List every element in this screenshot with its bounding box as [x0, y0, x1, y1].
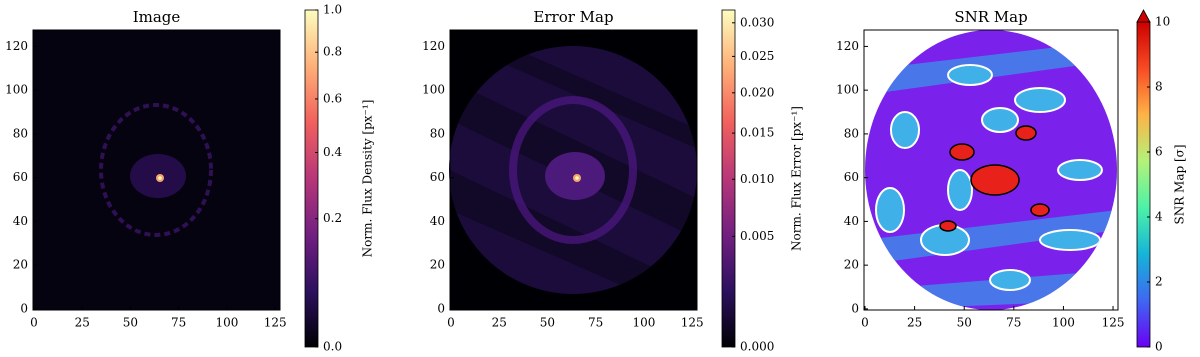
colorbar-tick-label: 10: [1155, 15, 1170, 29]
y-tick-label: 120: [5, 39, 28, 53]
x-tick-label: 125: [1102, 316, 1125, 330]
x-tick-label: 25: [75, 316, 90, 330]
panel-title: SNR Map: [954, 8, 1027, 26]
x-tick-label: 50: [957, 316, 972, 330]
x-tick-label: 0: [30, 316, 38, 330]
colorbar-tick-label: 0: [1155, 340, 1163, 354]
y-tick-label: 20: [844, 258, 859, 272]
axes-frame: [863, 29, 1119, 311]
y-tick-label: 60: [430, 170, 445, 184]
y-tick-label: 0: [851, 301, 859, 315]
y-tick-label: 100: [836, 83, 859, 97]
axes-frame: [32, 29, 281, 311]
y-tick-label: 20: [13, 258, 28, 272]
y-tick-label: 40: [844, 214, 859, 228]
colorbar-tick-label: 8: [1155, 80, 1163, 94]
colorbar-tick-label: 2: [1155, 275, 1163, 289]
axes-frame: [449, 29, 698, 311]
colorbar-tick-label: 0.015: [740, 126, 774, 140]
image-render: [449, 30, 697, 310]
y-tick-label: 60: [13, 170, 28, 184]
colorbar-tick-label: 0.6: [323, 91, 342, 105]
y-tick-label: 40: [430, 214, 445, 228]
colorbar: [721, 9, 736, 348]
y-tick-label: 20: [430, 258, 445, 272]
colorbar-tick-label: 0.030: [740, 15, 774, 29]
colorbar: [1136, 21, 1151, 348]
y-tick-label: 80: [844, 126, 859, 140]
x-tick-label: 25: [492, 316, 507, 330]
colorbar-tick-label: 0.4: [323, 145, 342, 159]
y-tick-label: 120: [836, 39, 859, 53]
y-tick-label: 80: [13, 126, 28, 140]
x-tick-label: 75: [171, 316, 186, 330]
y-tick-label: 60: [844, 170, 859, 184]
y-tick-label: 120: [422, 39, 445, 53]
colorbar-label: SNR Map [σ]: [1173, 144, 1187, 224]
colorbar-tick-label: 6: [1155, 145, 1163, 159]
colorbar-tick-label: 4: [1155, 210, 1163, 224]
colorbar-tick-label: 0.2: [323, 211, 342, 225]
x-tick-label: 125: [681, 316, 704, 330]
x-tick-label: 125: [264, 316, 287, 330]
colorbar-tick-label: 0.0: [323, 340, 342, 354]
y-tick-label: 100: [422, 83, 445, 97]
y-tick-label: 0: [437, 301, 445, 315]
colorbar-tick-label: 0.000: [740, 340, 774, 354]
y-tick-label: 0: [20, 301, 28, 315]
x-tick-label: 0: [447, 316, 455, 330]
x-tick-label: 100: [215, 316, 238, 330]
colorbar-label: Norm. Flux Error [px⁻¹]: [790, 106, 804, 251]
y-tick-label: 100: [5, 83, 28, 97]
x-tick-label: 75: [588, 316, 603, 330]
x-tick-label: 75: [1006, 316, 1021, 330]
x-tick-label: 50: [540, 316, 555, 330]
x-tick-label: 0: [861, 316, 869, 330]
colorbar-extend: [1136, 9, 1151, 23]
panel-title: Error Map: [533, 8, 613, 26]
colorbar-tick-label: 0.020: [740, 85, 774, 99]
image-render: [33, 30, 280, 310]
colorbar-tick-label: 0.025: [740, 49, 774, 63]
y-tick-label: 40: [13, 214, 28, 228]
colorbar-tick-label: 0.010: [740, 172, 774, 186]
x-tick-label: 50: [123, 316, 138, 330]
colorbar-tick-label: 0.005: [740, 229, 774, 243]
colorbar-tick-label: 1.0: [323, 3, 342, 17]
colorbar-tick-label: 0.8: [323, 45, 342, 59]
colorbar: [304, 9, 319, 348]
colorbar-label: Norm. Flux Density [px⁻¹]: [361, 100, 375, 258]
x-tick-label: 100: [1052, 316, 1075, 330]
panel-title: Image: [133, 8, 181, 26]
image-render: [864, 30, 1118, 310]
y-tick-label: 80: [430, 126, 445, 140]
x-tick-label: 100: [632, 316, 655, 330]
x-tick-label: 25: [907, 316, 922, 330]
